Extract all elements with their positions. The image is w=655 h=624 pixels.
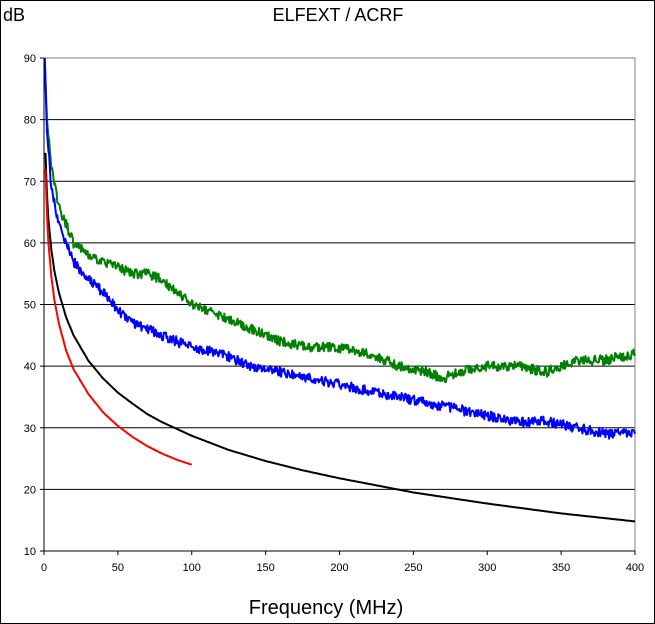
- x-axis-title: Frequency (MHz): [249, 597, 403, 619]
- x-tick-label: 0: [41, 562, 47, 574]
- grid-lines: [44, 119, 635, 490]
- series-line: [44, 168, 193, 466]
- y-axis-ticks: 10 20 30 40 50 60 70 80 90: [24, 53, 44, 558]
- series-line: [44, 152, 636, 523]
- y-tick-label: 90: [24, 53, 36, 65]
- x-axis-ticks: 0 50 100 150 200 250 300 350 400: [41, 551, 644, 574]
- chart-title: ELFEXT / ACRF: [273, 5, 404, 25]
- x-tick-label: 100: [183, 562, 201, 574]
- y-tick-label: 30: [24, 423, 36, 435]
- y-tick-label: 80: [24, 115, 36, 127]
- y-tick-label: 50: [24, 300, 36, 312]
- x-tick-label: 250: [404, 562, 422, 574]
- y-tick-label: 60: [24, 238, 36, 250]
- y-tick-label: 40: [24, 361, 36, 373]
- y-axis-unit-label: dB: [3, 5, 25, 25]
- x-tick-label: 50: [112, 562, 124, 574]
- x-tick-label: 350: [552, 562, 570, 574]
- x-tick-label: 200: [330, 562, 348, 574]
- series-line: [43, 57, 636, 440]
- series-layer: [43, 57, 636, 523]
- x-tick-label: 400: [626, 562, 644, 574]
- y-tick-label: 70: [24, 176, 36, 188]
- series-line: [43, 57, 636, 384]
- x-tick-label: 150: [256, 562, 274, 574]
- y-tick-label: 20: [24, 484, 36, 496]
- y-tick-label: 10: [24, 546, 36, 558]
- x-tick-label: 300: [478, 562, 496, 574]
